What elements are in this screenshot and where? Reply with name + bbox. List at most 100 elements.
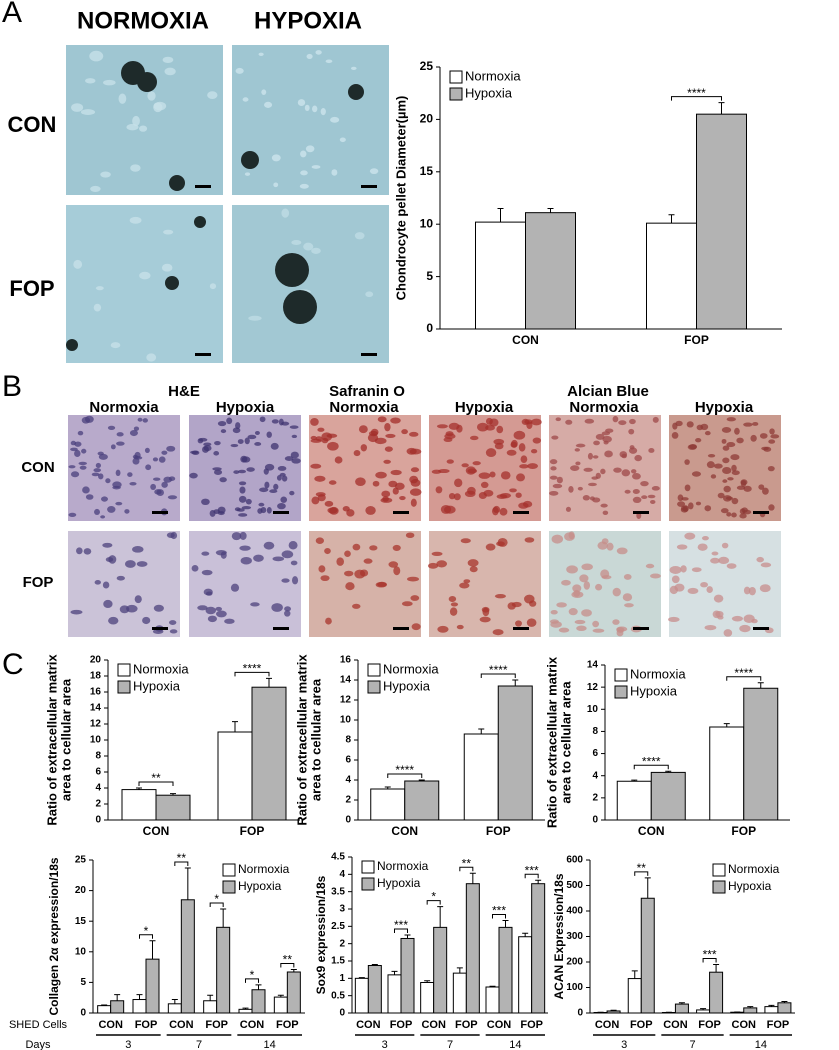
significance-label: ****	[243, 662, 262, 676]
y-tick-label: 20	[90, 655, 102, 666]
micrograph	[429, 415, 542, 521]
bar	[485, 986, 500, 1014]
cell	[730, 454, 740, 461]
y-tick-label: 20	[75, 885, 87, 896]
cell	[207, 615, 217, 623]
cell	[103, 599, 113, 609]
cell	[583, 581, 591, 590]
y-tick-label: 8	[345, 735, 351, 746]
significance-label: **	[177, 851, 187, 865]
cell	[700, 423, 709, 431]
cell	[79, 465, 87, 470]
x-tick-label: CON	[512, 333, 539, 347]
cell	[388, 561, 399, 568]
cell	[759, 584, 771, 593]
cell	[750, 434, 757, 442]
bar	[216, 926, 231, 1014]
significance-label: **	[151, 771, 161, 785]
x-tick-label: FOP	[520, 1019, 543, 1031]
cell	[318, 565, 326, 573]
y-axis-label: area to cellular area	[58, 678, 73, 801]
cell	[467, 559, 479, 567]
cell	[325, 59, 333, 64]
cell	[493, 438, 505, 445]
cell	[346, 509, 355, 517]
cell	[278, 418, 284, 426]
cell	[762, 487, 769, 495]
cell	[448, 595, 457, 603]
cell	[489, 471, 496, 478]
cell	[209, 510, 216, 517]
cell	[327, 507, 338, 514]
cell	[734, 427, 740, 435]
cell	[456, 624, 464, 630]
cell	[377, 581, 387, 587]
x-tick-label: CON	[487, 1019, 512, 1031]
cell	[390, 417, 401, 424]
cell	[102, 542, 113, 548]
cell	[399, 496, 406, 501]
image-bg	[68, 531, 180, 637]
scale-bar	[273, 627, 289, 630]
cell	[718, 556, 730, 565]
cell	[105, 478, 111, 484]
cell	[677, 501, 686, 507]
significance-label: *	[250, 968, 255, 982]
group-label: 7	[689, 1039, 695, 1050]
cell	[344, 550, 351, 557]
row-label: FOP	[23, 574, 54, 591]
y-tick-label: 2	[95, 799, 101, 810]
cell	[321, 437, 329, 444]
cell	[277, 502, 286, 510]
cell	[217, 511, 225, 516]
y-axis-label: Sox9 expression/18s	[314, 875, 328, 994]
cell	[136, 561, 148, 567]
cell	[684, 459, 690, 465]
cell	[707, 454, 716, 458]
cell	[384, 446, 393, 452]
cell	[167, 495, 178, 500]
error-bar	[384, 786, 391, 789]
significance-label: ****	[489, 663, 508, 677]
cell	[91, 472, 100, 477]
error-bar	[678, 1002, 685, 1005]
error-bar	[277, 994, 284, 998]
cell	[671, 575, 680, 584]
cell	[238, 481, 247, 486]
cell	[300, 150, 307, 158]
cell	[756, 556, 764, 563]
error-bar	[665, 770, 672, 773]
significance-bracket	[426, 900, 441, 905]
cell	[759, 433, 768, 439]
cell	[94, 580, 101, 585]
cell	[118, 93, 127, 104]
condition-label: Hypoxia	[455, 399, 514, 416]
cell	[153, 101, 167, 111]
cell	[124, 509, 130, 514]
cell	[344, 570, 354, 577]
cell	[238, 513, 248, 517]
cell	[281, 578, 290, 583]
cell	[551, 534, 564, 544]
cell	[144, 447, 150, 453]
stain-label: Safranin O	[329, 383, 405, 400]
cell	[478, 472, 491, 479]
cell	[276, 475, 282, 481]
significance-bracket	[139, 934, 153, 939]
bar	[764, 1006, 779, 1014]
cell	[409, 488, 422, 496]
legend-swatch	[614, 668, 628, 682]
error-bar	[424, 980, 431, 983]
cell	[133, 456, 143, 460]
cell	[257, 508, 263, 514]
bar	[251, 686, 287, 821]
cell	[667, 616, 680, 623]
y-tick-label: 18	[90, 671, 102, 682]
error-bar	[718, 102, 725, 115]
cell	[203, 442, 212, 447]
scale-bar	[195, 185, 211, 188]
image-bg	[68, 415, 180, 521]
cell	[722, 445, 730, 451]
significance-label: ****	[395, 763, 414, 777]
error-bar	[610, 1009, 617, 1011]
